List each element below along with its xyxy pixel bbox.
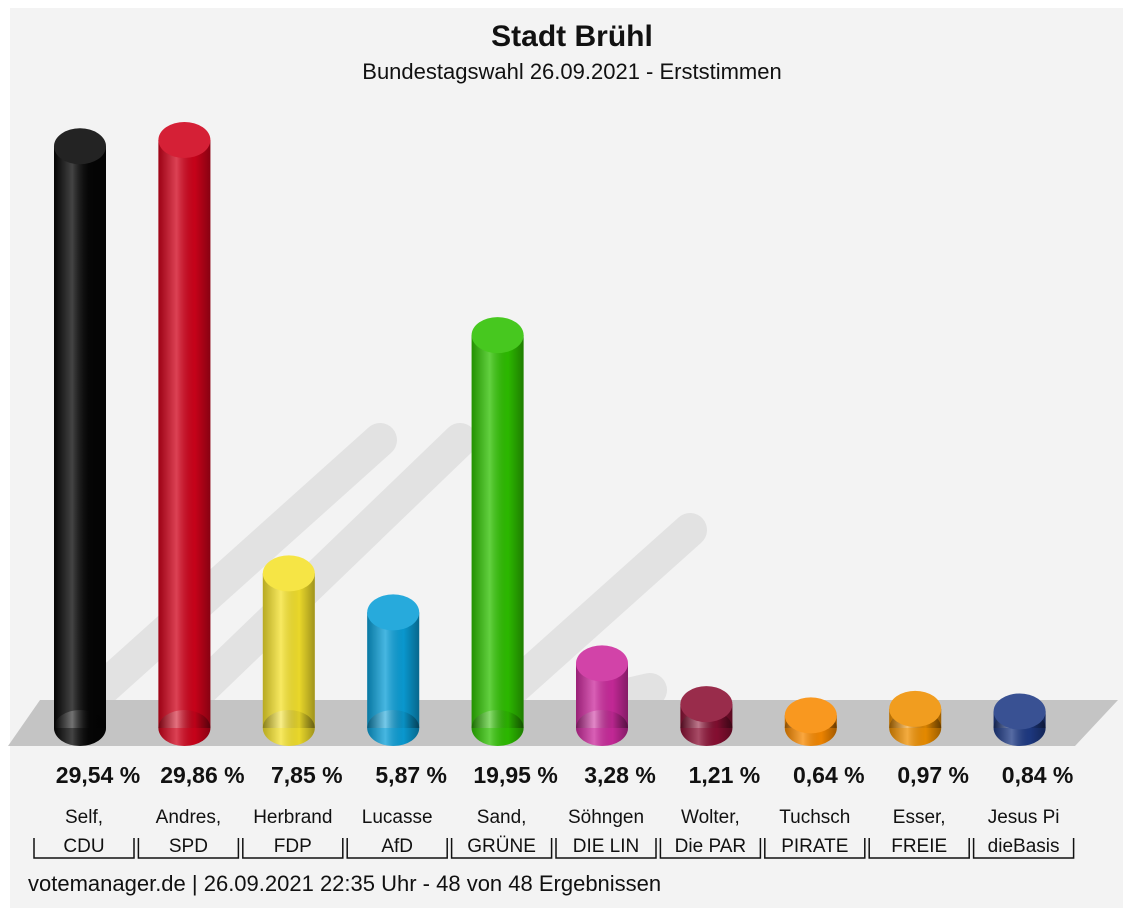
bar-top-highlight <box>262 555 315 592</box>
candidate-label: Lucasse <box>362 807 433 828</box>
chart-title: Stadt Brühl <box>491 20 653 53</box>
candidate-label: Jesus Pi <box>988 807 1060 828</box>
party-label: FREIE <box>891 836 947 857</box>
party-label: SPD <box>169 836 208 857</box>
value-label: 1,21 % <box>689 762 761 788</box>
party-label: CDU <box>63 836 104 857</box>
bar-top <box>889 690 942 727</box>
bar-top-highlight <box>576 645 628 682</box>
bar-top <box>54 128 106 165</box>
value-label: 0,84 % <box>1002 762 1074 788</box>
bar-top <box>367 594 420 631</box>
party-label: GRÜNE <box>467 836 536 857</box>
bar-top-highlight <box>680 686 733 723</box>
party-bracket <box>868 838 970 859</box>
chart-subtitle: Bundestagswahl 26.09.2021 - Erststimmen <box>362 59 781 84</box>
bar-top <box>680 686 733 723</box>
candidate-label: Andres, <box>156 807 221 828</box>
value-label: 29,54 % <box>56 762 140 788</box>
bar-top-highlight <box>471 317 524 354</box>
bar-shade <box>471 335 524 728</box>
value-label: 0,64 % <box>793 762 865 788</box>
candidate-label: Wolter, <box>681 807 740 828</box>
party-bracket <box>555 838 657 859</box>
party-label: DIE LIN <box>573 836 640 857</box>
party-label: FDP <box>274 836 312 857</box>
candidate-label: Sand, <box>477 807 527 828</box>
bar-shade <box>262 573 315 728</box>
value-label: 7,85 % <box>271 762 343 788</box>
bar-top-highlight <box>54 128 106 165</box>
party-label: Die PAR <box>675 836 746 857</box>
party-bracket <box>450 838 553 859</box>
party-bracket <box>346 838 448 859</box>
party-label: AfD <box>381 836 413 857</box>
bar-top-highlight <box>784 697 837 734</box>
candidate-label: Tuchsch <box>779 807 850 828</box>
party-bracket <box>972 838 1075 859</box>
candidate-label: Esser, <box>893 807 946 828</box>
party-bracket <box>242 838 344 859</box>
party-bracket <box>137 838 240 859</box>
candidate-label: Herbrand <box>253 807 332 828</box>
party-label: dieBasis <box>988 836 1060 857</box>
value-label: 19,95 % <box>473 762 557 788</box>
bar-top <box>471 317 524 354</box>
footer: votemanager.de | 26.09.2021 22:35 Uhr - … <box>28 871 661 896</box>
party-bracket <box>764 838 866 859</box>
value-label: 3,28 % <box>584 762 656 788</box>
party-label: PIRATE <box>781 836 848 857</box>
bar-top-highlight <box>993 693 1046 730</box>
shadows <box>73 423 707 717</box>
candidate-label: Self, <box>65 807 103 828</box>
bar-top <box>784 697 837 734</box>
candidate-label: Söhngen <box>568 807 644 828</box>
bar-top <box>576 645 628 682</box>
value-label: 29,86 % <box>160 762 244 788</box>
value-label: 5,87 % <box>375 762 447 788</box>
bar-top-highlight <box>367 594 420 631</box>
party-bracket <box>33 838 135 859</box>
bar-shade <box>54 146 106 729</box>
bar-top <box>993 693 1046 730</box>
bar-top-highlight <box>158 122 211 158</box>
value-label: 0,97 % <box>897 762 969 788</box>
bar-top <box>158 122 211 158</box>
bar-shade <box>367 612 420 728</box>
bar-shade <box>158 140 211 728</box>
bar-top <box>262 555 315 592</box>
party-bracket <box>659 838 762 859</box>
bar-top-highlight <box>889 690 942 727</box>
